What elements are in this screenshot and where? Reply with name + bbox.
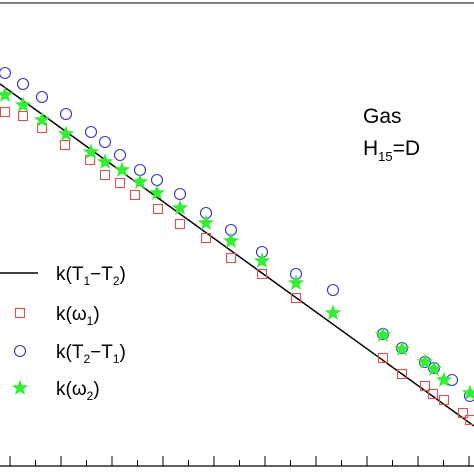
data-point-star <box>14 96 32 112</box>
data-point-square <box>419 380 431 392</box>
data-point-star <box>57 125 75 141</box>
data-point-square <box>396 368 408 380</box>
data-point-circle <box>326 283 340 297</box>
data-point-star <box>393 340 411 356</box>
data-point-square <box>256 268 268 280</box>
data-point-square <box>290 292 302 304</box>
data-point-star <box>0 86 14 102</box>
data-point-star <box>131 173 149 189</box>
data-point-star <box>171 199 189 215</box>
plot-area <box>0 66 474 427</box>
data-point-star <box>425 360 443 376</box>
legend-symbol-circle <box>13 344 27 358</box>
data-point-star <box>374 326 392 342</box>
data-point-circle <box>16 77 30 91</box>
data-point-circle <box>98 135 112 149</box>
data-point-square <box>17 110 29 122</box>
data-point-star <box>197 214 215 230</box>
data-point-star <box>435 371 453 387</box>
data-point-square <box>225 252 237 264</box>
data-point-circle <box>150 173 164 187</box>
legend-label: k(T2−T1) <box>56 342 126 366</box>
data-point-square <box>377 352 389 364</box>
data-point-star <box>287 274 305 290</box>
legend-label: k(ω2) <box>56 379 100 403</box>
data-point-circle <box>84 125 98 139</box>
data-point-star <box>253 252 271 268</box>
data-point-star <box>416 353 434 369</box>
series-line <box>0 83 474 427</box>
data-point-square <box>114 177 126 189</box>
data-point-star <box>96 153 114 169</box>
legend-label: k(ω1) <box>56 304 100 328</box>
data-point-square <box>59 139 71 151</box>
legend-symbol-star <box>11 379 29 395</box>
data-point-star <box>82 143 100 159</box>
data-point-circle <box>173 187 187 201</box>
data-point-circle <box>35 90 49 104</box>
data-point-square <box>438 394 450 406</box>
data-point-square <box>457 407 469 419</box>
data-point-square <box>99 169 111 181</box>
data-point-circle <box>59 107 73 121</box>
data-point-star <box>222 232 240 248</box>
data-point-square <box>200 232 212 244</box>
data-point-star <box>324 304 342 320</box>
data-point-star <box>461 384 474 400</box>
data-point-square <box>427 388 439 400</box>
data-point-star <box>113 161 131 177</box>
legend-symbol-square <box>14 307 26 319</box>
data-point-square <box>0 106 11 118</box>
data-point-circle <box>0 66 12 80</box>
annotation-line-1: Gas <box>363 105 402 128</box>
legend: k(T1−T2) k(ω1) k(T2−T1) k(ω2) <box>0 264 126 403</box>
data-point-star <box>148 184 166 200</box>
data-point-circle <box>113 148 127 162</box>
data-point-square <box>464 414 474 426</box>
annotation-line-2: H15=D <box>363 137 420 164</box>
data-point-square <box>129 189 141 201</box>
data-point-star <box>33 111 51 127</box>
data-point-square <box>174 218 186 230</box>
legend-label: k(T1−T2) <box>56 264 126 288</box>
data-point-square <box>152 203 164 215</box>
